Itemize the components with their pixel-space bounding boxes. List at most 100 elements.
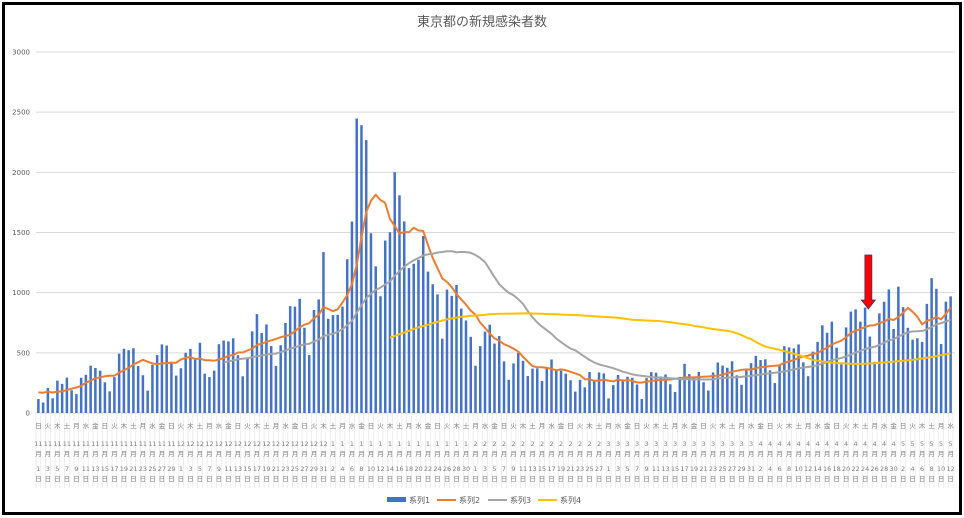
x-day-label: 3 bbox=[616, 465, 620, 473]
x-month-unit: 月 bbox=[121, 450, 128, 458]
x-day-label: 31 bbox=[747, 465, 755, 473]
x-month-label: 3 bbox=[682, 440, 686, 448]
x-day-unit: 日 bbox=[691, 475, 698, 483]
x-day-unit: 日 bbox=[83, 475, 90, 483]
x-day-label: 24 bbox=[861, 465, 869, 473]
bar-series1 bbox=[569, 380, 572, 413]
x-day-label: 11 bbox=[519, 465, 527, 473]
x-day-unit: 日 bbox=[871, 475, 878, 483]
x-month-unit: 月 bbox=[757, 450, 764, 458]
y-tick-label: 1500 bbox=[12, 229, 30, 237]
x-weekday-label: 火 bbox=[710, 422, 717, 430]
bar-series1 bbox=[231, 338, 235, 413]
x-weekday-label: 土 bbox=[928, 421, 935, 430]
bar-series1 bbox=[654, 372, 658, 413]
bar-series1 bbox=[768, 370, 772, 413]
x-month-unit: 月 bbox=[235, 450, 242, 458]
x-day-label: 18 bbox=[405, 465, 413, 473]
x-day-label: 12 bbox=[376, 465, 384, 473]
line-series3 bbox=[223, 250, 951, 381]
x-month-label: 3 bbox=[616, 440, 620, 448]
x-month-label: 1 bbox=[369, 440, 373, 448]
x-day-unit: 日 bbox=[54, 475, 61, 483]
x-month-unit: 月 bbox=[320, 450, 327, 458]
x-day-label: 25 bbox=[718, 465, 726, 473]
x-day-unit: 日 bbox=[738, 475, 745, 483]
bar-series1 bbox=[949, 296, 952, 413]
x-weekday-label: 火 bbox=[577, 422, 584, 430]
x-day-unit: 日 bbox=[349, 475, 356, 483]
x-day-label: 27 bbox=[728, 465, 736, 473]
bar-series1 bbox=[673, 391, 677, 413]
x-month-label: 1 bbox=[445, 440, 449, 448]
x-month-label: 4 bbox=[863, 440, 867, 448]
x-weekday-label: 月 bbox=[605, 422, 612, 430]
bar-series1 bbox=[141, 375, 145, 413]
x-month-unit: 月 bbox=[434, 450, 441, 458]
x-day-label: 13 bbox=[661, 465, 669, 473]
x-month-unit: 月 bbox=[691, 450, 698, 458]
x-month-unit: 月 bbox=[615, 450, 622, 458]
bar-series1 bbox=[906, 327, 910, 413]
x-day-unit: 日 bbox=[320, 475, 327, 483]
x-day-unit: 日 bbox=[406, 475, 413, 483]
x-month-label: 3 bbox=[692, 440, 696, 448]
x-day-label: 29 bbox=[737, 465, 745, 473]
x-day-unit: 日 bbox=[700, 475, 707, 483]
bar-series1 bbox=[117, 353, 121, 413]
x-weekday-label: 月 bbox=[871, 422, 878, 430]
x-weekday-label: 火 bbox=[510, 422, 517, 430]
x-day-label: 12 bbox=[946, 465, 954, 473]
x-weekday-label: 火 bbox=[643, 422, 650, 430]
bar-series1 bbox=[132, 348, 135, 413]
x-day-unit: 日 bbox=[396, 475, 403, 483]
x-day-label: 3 bbox=[483, 465, 487, 473]
x-month-label: 4 bbox=[835, 440, 839, 448]
x-weekday-label: 木 bbox=[453, 421, 460, 430]
x-day-unit: 日 bbox=[358, 475, 365, 483]
x-month-unit: 月 bbox=[662, 450, 669, 458]
bar-series1 bbox=[288, 306, 292, 413]
x-month-unit: 月 bbox=[643, 450, 650, 458]
x-weekday-label: 土 bbox=[463, 421, 470, 430]
x-month-unit: 月 bbox=[805, 450, 812, 458]
bar-series1 bbox=[298, 298, 301, 413]
bar-series1 bbox=[75, 394, 78, 413]
bar-series1 bbox=[360, 125, 363, 414]
bar-series1 bbox=[303, 327, 306, 413]
bar-series1 bbox=[783, 346, 786, 413]
bar-series1 bbox=[350, 221, 354, 413]
x-day-label: 23 bbox=[139, 465, 147, 473]
bar-series1 bbox=[41, 402, 45, 413]
bar-series1 bbox=[212, 370, 216, 413]
bar-series1 bbox=[730, 361, 734, 413]
x-month-unit: 月 bbox=[254, 450, 261, 458]
x-month-label: 11 bbox=[167, 440, 175, 448]
x-weekday-label: 月 bbox=[140, 422, 147, 430]
bar-series1 bbox=[645, 378, 648, 413]
bar-series1 bbox=[911, 339, 914, 413]
x-weekday-label: 水 bbox=[947, 421, 954, 430]
x-day-label: 30 bbox=[462, 465, 470, 473]
x-day-unit: 日 bbox=[35, 475, 42, 483]
bar-series1 bbox=[284, 322, 287, 413]
bar-series1 bbox=[835, 347, 838, 413]
x-weekday-label: 土 bbox=[529, 421, 536, 430]
x-month-unit: 月 bbox=[938, 450, 945, 458]
bar-series1 bbox=[806, 376, 810, 413]
x-weekday-label: 月 bbox=[805, 422, 812, 430]
x-weekday-label: 木 bbox=[121, 421, 128, 430]
bar-series1 bbox=[507, 379, 511, 413]
bar-series1 bbox=[46, 387, 50, 413]
x-weekday-label: 金 bbox=[159, 421, 166, 430]
bar-series1 bbox=[407, 268, 411, 413]
bar-series1 bbox=[868, 336, 872, 413]
bar-series1 bbox=[455, 284, 458, 413]
x-month-unit: 月 bbox=[491, 450, 498, 458]
x-month-unit: 月 bbox=[605, 450, 612, 458]
x-month-unit: 月 bbox=[244, 450, 251, 458]
bar-series1 bbox=[664, 374, 667, 413]
x-month-unit: 月 bbox=[140, 450, 147, 458]
bar-series1 bbox=[317, 299, 320, 413]
bar-series1 bbox=[307, 355, 311, 413]
